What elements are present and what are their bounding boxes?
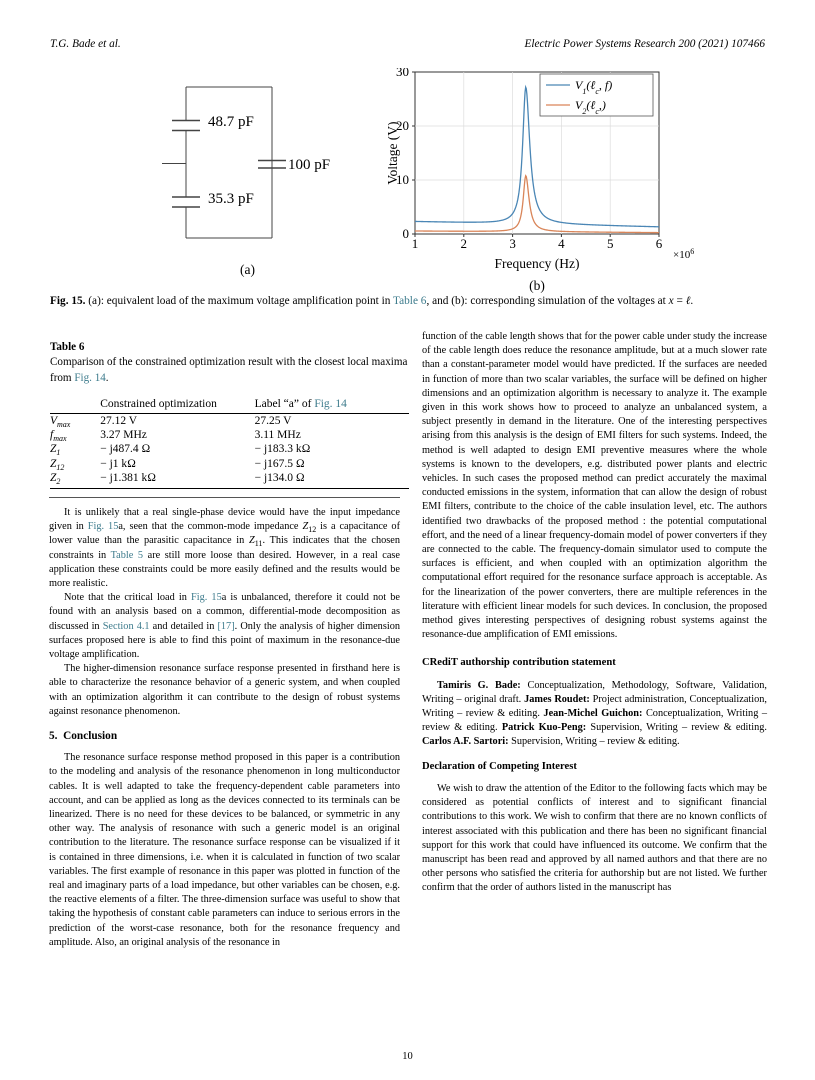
svg-text:6: 6 [656, 236, 663, 251]
svg-text:×106: ×106 [673, 247, 694, 262]
svg-text:Voltage (V): Voltage (V) [388, 121, 400, 184]
svg-text:35.3 pF: 35.3 pF [208, 191, 254, 207]
svg-text:(b): (b) [529, 278, 545, 293]
svg-text:100 pF: 100 pF [288, 157, 330, 173]
svg-text:4: 4 [558, 236, 565, 251]
svg-text:5: 5 [607, 236, 614, 251]
svg-text:0: 0 [403, 226, 410, 241]
svg-text:48.7 pF: 48.7 pF [208, 114, 254, 130]
svg-text:3: 3 [509, 236, 516, 251]
svg-text:Frequency (Hz): Frequency (Hz) [494, 256, 579, 271]
svg-text:30: 30 [396, 68, 409, 79]
svg-text:1: 1 [412, 236, 419, 251]
svg-text:2: 2 [461, 236, 468, 251]
